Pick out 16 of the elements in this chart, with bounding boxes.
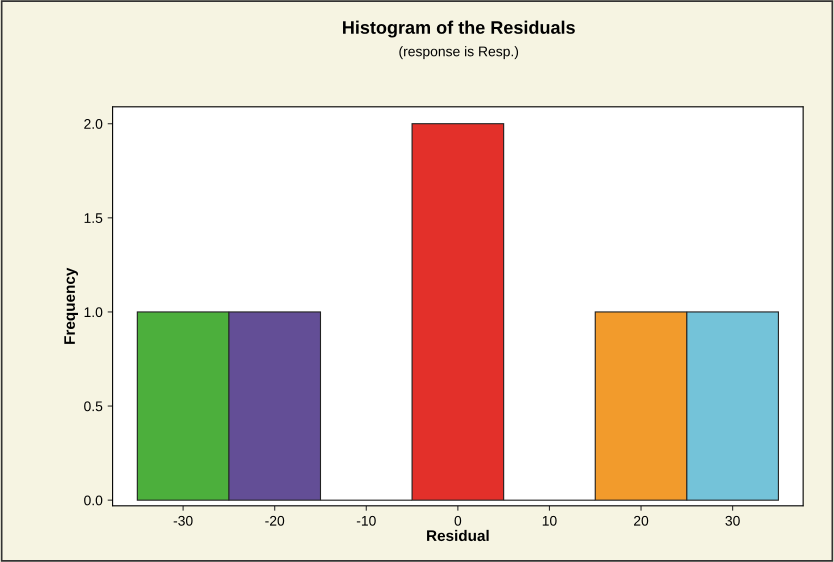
y-tick-label: 1.5	[84, 213, 102, 223]
y-tick-label: 0.0	[84, 495, 102, 506]
y-tick-label: 0.5	[84, 401, 102, 412]
y-tick-label: 1.0	[84, 307, 102, 318]
chart-subtitle: (response is Resp.)	[399, 46, 518, 60]
x-tick-label: -30	[174, 516, 193, 526]
x-tick-label: 20	[634, 516, 648, 526]
chart-title: Histogram of the Residuals	[343, 20, 575, 38]
x-tick-label: 0	[454, 516, 462, 526]
x-axis-title: Residual	[427, 530, 489, 542]
x-tick-label: -10	[356, 516, 376, 526]
y-axis-title: Frequency	[64, 268, 78, 344]
x-tick-label: 10	[542, 516, 557, 526]
x-tick-label: -20	[265, 516, 284, 526]
x-tick-label: 30	[725, 516, 740, 526]
y-tick-label: 2.0	[84, 119, 102, 129]
